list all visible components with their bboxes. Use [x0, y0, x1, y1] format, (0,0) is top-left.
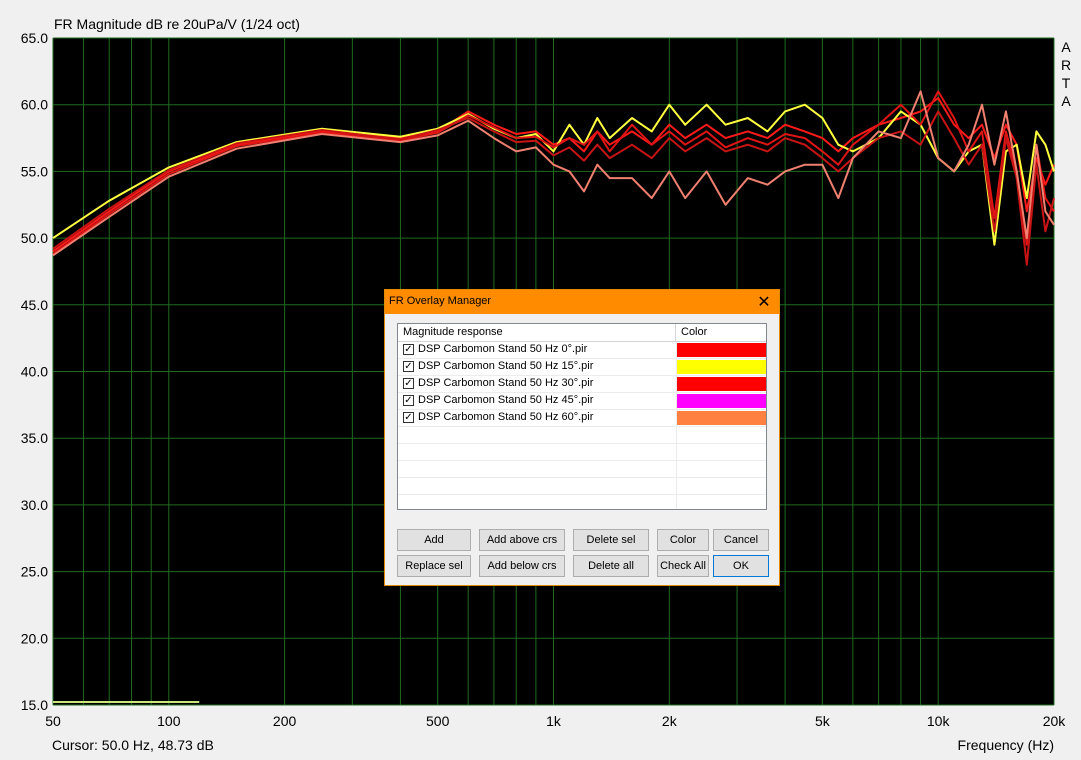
delete-all-button[interactable]: Delete all: [573, 555, 649, 577]
curves: [52, 90, 1055, 266]
series-line-4: [52, 90, 1055, 257]
column-divider: [676, 376, 677, 393]
x-tick-label: 10k: [927, 713, 951, 729]
x-tick-label: 500: [426, 713, 450, 729]
list-item[interactable]: ✓ DSP Carbomon Stand 50 Hz 60°.pir: [398, 410, 766, 427]
overlay-manager-dialog[interactable]: FR Overlay Manager ✕ Magnitude response …: [384, 289, 780, 586]
row-checkbox[interactable]: ✓: [403, 378, 414, 389]
row-filename: DSP Carbomon Stand 50 Hz 30°.pir: [418, 377, 594, 389]
y-tick-label: 20.0: [21, 630, 48, 646]
list-item[interactable]: ✓ DSP Carbomon Stand 50 Hz 30°.pir: [398, 376, 766, 393]
dialog-titlebar[interactable]: FR Overlay Manager ✕: [385, 290, 779, 314]
row-color-swatch[interactable]: [677, 377, 766, 391]
list-item[interactable]: [398, 427, 766, 444]
list-item[interactable]: [398, 461, 766, 478]
x-axis-ticks: 50 100 200 500 1k 2k 5k 10k 20k: [45, 713, 1066, 729]
row-checkbox[interactable]: ✓: [403, 361, 414, 372]
row-color-swatch[interactable]: [677, 360, 766, 374]
column-divider: [676, 461, 677, 478]
cursor-readout: Cursor: 50.0 Hz, 48.73 dB: [52, 737, 214, 753]
chart-title: FR Magnitude dB re 20uPa/V (1/24 oct): [54, 16, 300, 32]
x-tick-label: 100: [157, 713, 181, 729]
add-above-cursor-button[interactable]: Add above crs: [479, 529, 565, 551]
row-color-swatch[interactable]: [677, 411, 766, 425]
x-tick-label: 5k: [815, 713, 831, 729]
series-line-0: [52, 97, 1055, 253]
list-item[interactable]: ✓ DSP Carbomon Stand 50 Hz 45°.pir: [398, 393, 766, 410]
column-divider: [676, 359, 677, 376]
list-header: Magnitude response Color: [398, 324, 766, 342]
column-divider: [676, 444, 677, 461]
arta-logo-letter: T: [1061, 75, 1071, 91]
y-tick-label: 65.0: [21, 30, 48, 46]
arta-logo-letter: R: [1060, 57, 1072, 73]
row-filename: DSP Carbomon Stand 50 Hz 45°.pir: [418, 394, 594, 406]
ok-button[interactable]: OK: [713, 555, 769, 577]
column-divider: [676, 410, 677, 427]
row-filename: DSP Carbomon Stand 50 Hz 60°.pir: [418, 411, 594, 423]
arta-logo-letter: A: [1061, 39, 1071, 55]
x-axis-label: Frequency (Hz): [957, 737, 1054, 753]
column-divider: [676, 478, 677, 495]
list-item[interactable]: [398, 478, 766, 495]
y-tick-label: 55.0: [21, 163, 48, 179]
row-filename: DSP Carbomon Stand 50 Hz 0°.pir: [418, 343, 588, 355]
row-filename: DSP Carbomon Stand 50 Hz 15°.pir: [418, 360, 594, 372]
y-axis-ticks: 65.0 60.0 55.0 50.0 45.0 40.0 35.0 30.0 25.0 20.0…: [21, 30, 48, 713]
y-tick-label: 30.0: [21, 497, 48, 513]
column-divider: [676, 393, 677, 410]
x-tick-label: 20k: [1043, 713, 1067, 729]
y-tick-label: 25.0: [21, 564, 48, 580]
replace-selected-button[interactable]: Replace sel: [397, 555, 471, 577]
column-header-color[interactable]: Color: [676, 324, 766, 341]
y-tick-label: 40.0: [21, 364, 48, 380]
column-header-magnitude-response[interactable]: Magnitude response: [398, 324, 676, 341]
overlay-list[interactable]: Magnitude response Color ✓ DSP Carbomon S…: [397, 323, 767, 510]
grid: [52, 37, 1055, 706]
row-checkbox[interactable]: ✓: [403, 344, 414, 355]
column-divider: [676, 342, 677, 359]
column-divider: [676, 427, 677, 444]
y-tick-label: 15.0: [21, 697, 48, 713]
row-checkbox[interactable]: ✓: [403, 395, 414, 406]
series-line-3: [52, 110, 1055, 266]
x-tick-label: 200: [273, 713, 297, 729]
cancel-button[interactable]: Cancel: [713, 529, 769, 551]
row-color-swatch[interactable]: [677, 343, 766, 357]
series-line-2: [52, 90, 1055, 255]
row-checkbox[interactable]: ✓: [403, 412, 414, 423]
arta-logo-letter: A: [1061, 93, 1071, 109]
dialog-title: FR Overlay Manager: [389, 295, 492, 307]
arta-logo: A R T A: [1059, 38, 1073, 110]
list-item[interactable]: [398, 444, 766, 461]
y-tick-label: 50.0: [21, 230, 48, 246]
list-item[interactable]: [398, 495, 766, 509]
list-item[interactable]: ✓ DSP Carbomon Stand 50 Hz 0°.pir: [398, 342, 766, 359]
close-icon[interactable]: ✕: [757, 294, 771, 311]
add-button[interactable]: Add: [397, 529, 471, 551]
x-tick-label: 2k: [662, 713, 678, 729]
column-divider: [676, 495, 677, 509]
x-tick-label: 1k: [546, 713, 562, 729]
x-tick-label: 50: [45, 713, 61, 729]
color-button[interactable]: Color: [657, 529, 709, 551]
y-tick-label: 45.0: [21, 297, 48, 313]
add-below-cursor-button[interactable]: Add below crs: [479, 555, 565, 577]
list-item[interactable]: ✓ DSP Carbomon Stand 50 Hz 15°.pir: [398, 359, 766, 376]
delete-selected-button[interactable]: Delete sel: [573, 529, 649, 551]
y-tick-label: 60.0: [21, 97, 48, 113]
row-color-swatch[interactable]: [677, 394, 766, 408]
check-all-button[interactable]: Check All: [657, 555, 709, 577]
y-tick-label: 35.0: [21, 430, 48, 446]
